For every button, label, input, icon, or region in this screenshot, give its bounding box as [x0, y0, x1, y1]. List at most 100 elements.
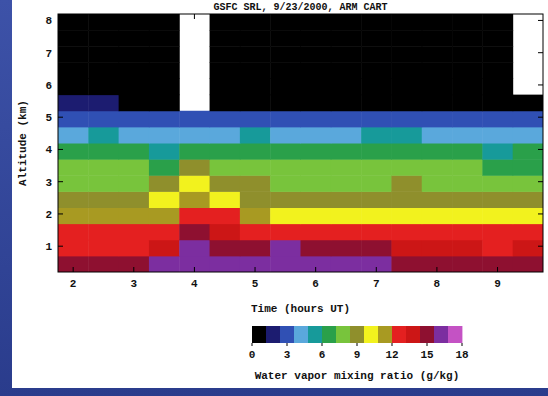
x-tick [436, 14, 437, 19]
cell [210, 111, 241, 128]
cell [331, 62, 362, 79]
cell [240, 111, 271, 128]
cell [240, 30, 271, 47]
cell [482, 79, 513, 96]
cell [391, 79, 422, 96]
cell [270, 46, 301, 63]
cell [331, 14, 362, 31]
cell [361, 240, 392, 257]
cell [270, 111, 301, 128]
cell [88, 191, 119, 208]
cell [88, 95, 119, 112]
cell [240, 79, 271, 96]
colorbar-segment [336, 326, 350, 343]
cell [149, 143, 180, 160]
cell [301, 30, 332, 47]
y-tick [58, 117, 63, 118]
cell [210, 240, 241, 257]
colorbar-segment [308, 326, 322, 343]
cell [88, 175, 119, 192]
cell [270, 256, 301, 272]
cell [149, 62, 180, 79]
cell [119, 95, 150, 112]
cell [452, 208, 483, 225]
cell [452, 143, 483, 160]
y-tick [58, 246, 63, 247]
x-tick-label: 8 [434, 278, 441, 290]
cell [452, 191, 483, 208]
colorbar-tick-label: 3 [284, 349, 291, 361]
x-axis-title: Time (hours UT) [251, 303, 350, 315]
cell [361, 79, 392, 96]
cell [452, 95, 483, 112]
colorbar-segment [322, 326, 336, 343]
x-tick [315, 14, 316, 19]
cell [391, 143, 422, 160]
cell [422, 30, 453, 47]
y-tick [538, 52, 543, 53]
cell [179, 111, 210, 128]
cell [270, 191, 301, 208]
cell [452, 256, 483, 272]
cell [301, 111, 332, 128]
cell [58, 46, 89, 63]
cell [452, 224, 483, 241]
cell [452, 175, 483, 192]
cell [149, 175, 180, 192]
colorbar-tick [287, 343, 288, 346]
colorbar-segment [420, 326, 434, 343]
cell [452, 127, 483, 144]
cell [149, 191, 180, 208]
cell [58, 175, 89, 192]
cell [513, 159, 543, 176]
cell [149, 159, 180, 176]
cell [422, 240, 453, 257]
cell [149, 14, 180, 31]
cell [391, 95, 422, 112]
cell [361, 256, 392, 272]
cell [210, 256, 241, 272]
y-tick [538, 213, 543, 214]
y-tick [58, 20, 63, 21]
cell [210, 62, 241, 79]
cell [210, 79, 241, 96]
panel [12, 0, 548, 388]
cell [391, 111, 422, 128]
cell [482, 95, 513, 112]
colorbar-tick [462, 343, 463, 346]
cell [270, 127, 301, 144]
x-tick [73, 14, 74, 19]
cell [88, 14, 119, 31]
cell [58, 14, 89, 31]
cell [210, 175, 241, 192]
cell [422, 143, 453, 160]
cell [210, 191, 241, 208]
cell [331, 240, 362, 257]
cell [270, 62, 301, 79]
cell [513, 240, 543, 257]
colorbar-tick [392, 343, 393, 346]
y-tick [538, 20, 543, 21]
cell [422, 159, 453, 176]
cell [119, 14, 150, 31]
cell [270, 30, 301, 47]
x-tick-label: 2 [70, 278, 77, 290]
cell [270, 240, 301, 257]
x-tick [255, 267, 256, 272]
x-tick-label: 7 [373, 278, 380, 290]
cell [88, 62, 119, 79]
cell [422, 62, 453, 79]
cell [270, 79, 301, 96]
cell [391, 240, 422, 257]
y-tick [538, 246, 543, 247]
x-tick [315, 267, 316, 272]
cell [422, 224, 453, 241]
colorbar-tick-label: 18 [455, 349, 469, 361]
cell [88, 143, 119, 160]
cell [58, 143, 89, 160]
cell [210, 30, 241, 47]
cell [452, 111, 483, 128]
cell [482, 46, 513, 63]
cell [391, 62, 422, 79]
cells [58, 14, 543, 272]
